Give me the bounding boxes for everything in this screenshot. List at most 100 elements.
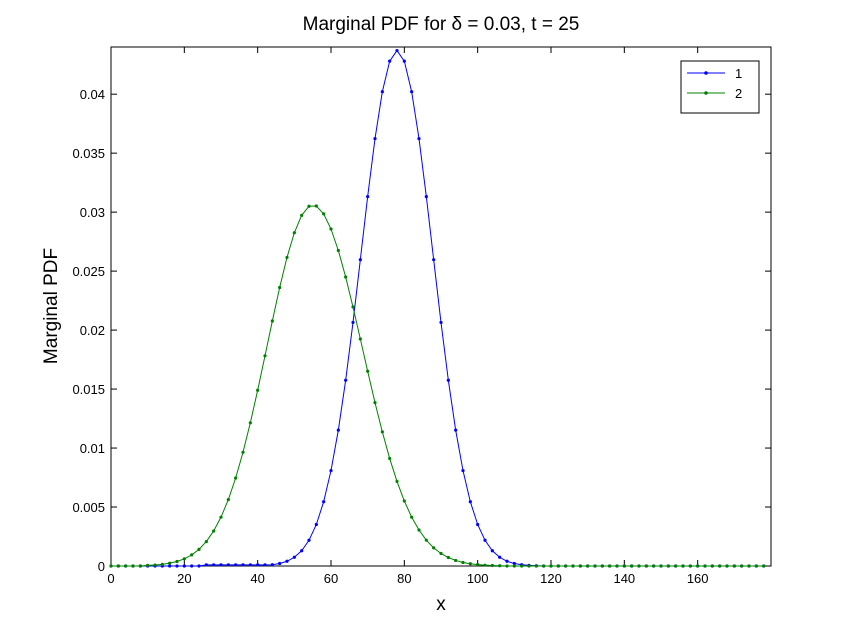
data-point xyxy=(402,499,406,503)
data-point xyxy=(329,227,333,231)
data-point xyxy=(439,320,443,325)
data-point xyxy=(666,564,670,568)
data-point xyxy=(637,564,641,568)
x-tick-label: 100 xyxy=(467,571,489,586)
x-tick-label: 0 xyxy=(107,571,114,586)
data-point xyxy=(681,564,685,568)
data-point xyxy=(138,564,142,568)
data-point xyxy=(256,388,260,392)
data-point xyxy=(322,500,326,504)
data-point xyxy=(468,562,472,566)
data-point xyxy=(336,428,340,432)
data-point xyxy=(329,468,333,473)
data-point xyxy=(542,564,546,568)
plot-frame xyxy=(110,46,772,567)
data-point xyxy=(388,59,392,63)
data-point xyxy=(116,564,120,568)
data-point xyxy=(747,564,751,568)
data-point xyxy=(512,564,516,568)
data-point xyxy=(410,515,414,519)
data-point xyxy=(461,468,465,473)
data-point xyxy=(234,563,238,567)
data-point xyxy=(168,564,172,568)
data-point xyxy=(366,194,370,199)
data-point xyxy=(703,564,707,568)
data-point xyxy=(219,563,223,567)
data-point xyxy=(498,564,502,568)
y-tick-label: 0 xyxy=(98,559,105,574)
data-point xyxy=(388,456,392,461)
x-tick-label: 60 xyxy=(324,571,338,586)
data-point xyxy=(160,562,164,566)
data-point xyxy=(652,564,656,568)
legend-marker xyxy=(704,71,708,75)
legend-label: 1 xyxy=(735,66,742,81)
x-tick-label: 40 xyxy=(250,571,264,586)
data-point xyxy=(278,285,282,290)
data-point xyxy=(417,528,421,532)
data-point xyxy=(615,564,619,568)
y-tick-label: 0.04 xyxy=(80,87,105,102)
data-point xyxy=(204,539,208,544)
data-point xyxy=(300,549,304,553)
data-point xyxy=(307,204,311,208)
data-point xyxy=(109,564,113,568)
data-point xyxy=(659,564,663,568)
data-point xyxy=(263,354,267,358)
data-point xyxy=(600,564,604,568)
data-point xyxy=(454,428,458,432)
data-point xyxy=(571,564,575,568)
data-point xyxy=(270,319,274,323)
data-point xyxy=(314,204,318,208)
data-point xyxy=(593,564,597,568)
data-point xyxy=(226,497,230,502)
data-point xyxy=(380,430,384,434)
data-point xyxy=(417,137,421,141)
data-point xyxy=(278,561,282,566)
data-point xyxy=(168,561,172,565)
y-tick-label: 0.025 xyxy=(72,264,105,279)
data-point xyxy=(197,564,201,568)
data-point xyxy=(366,369,370,373)
data-point xyxy=(241,450,245,454)
data-point xyxy=(190,564,194,568)
x-tick-label: 80 xyxy=(397,571,411,586)
data-point xyxy=(146,563,150,568)
legend-label: 2 xyxy=(735,86,742,101)
y-tick-label: 0.015 xyxy=(72,382,105,397)
legend-marker xyxy=(704,91,708,95)
data-point xyxy=(578,564,582,568)
data-point xyxy=(285,559,289,563)
data-point xyxy=(476,562,480,567)
y-tick-label: 0.035 xyxy=(72,146,105,161)
data-point xyxy=(505,564,509,568)
data-point xyxy=(285,255,289,260)
data-point xyxy=(432,546,436,550)
data-point xyxy=(454,558,458,563)
data-point xyxy=(351,305,355,309)
data-point xyxy=(234,476,238,480)
data-point xyxy=(483,538,487,542)
data-point xyxy=(718,564,722,568)
data-point xyxy=(725,564,729,568)
data-point xyxy=(358,258,362,262)
data-point xyxy=(534,564,538,568)
data-point xyxy=(263,563,267,567)
chart-title: Marginal PDF for δ = 0.03, t = 25 xyxy=(303,14,580,35)
data-point xyxy=(212,563,216,567)
data-point xyxy=(644,564,648,568)
data-point xyxy=(182,557,186,561)
data-point xyxy=(512,561,516,566)
data-point xyxy=(358,337,362,341)
data-point xyxy=(622,564,626,568)
data-point xyxy=(292,231,296,235)
data-point xyxy=(256,563,260,567)
data-point xyxy=(344,378,348,382)
data-point xyxy=(446,555,450,560)
data-point xyxy=(314,522,318,527)
x-tick-label: 140 xyxy=(613,571,635,586)
data-point xyxy=(549,564,553,568)
data-point xyxy=(754,564,758,568)
data-point xyxy=(212,529,216,533)
